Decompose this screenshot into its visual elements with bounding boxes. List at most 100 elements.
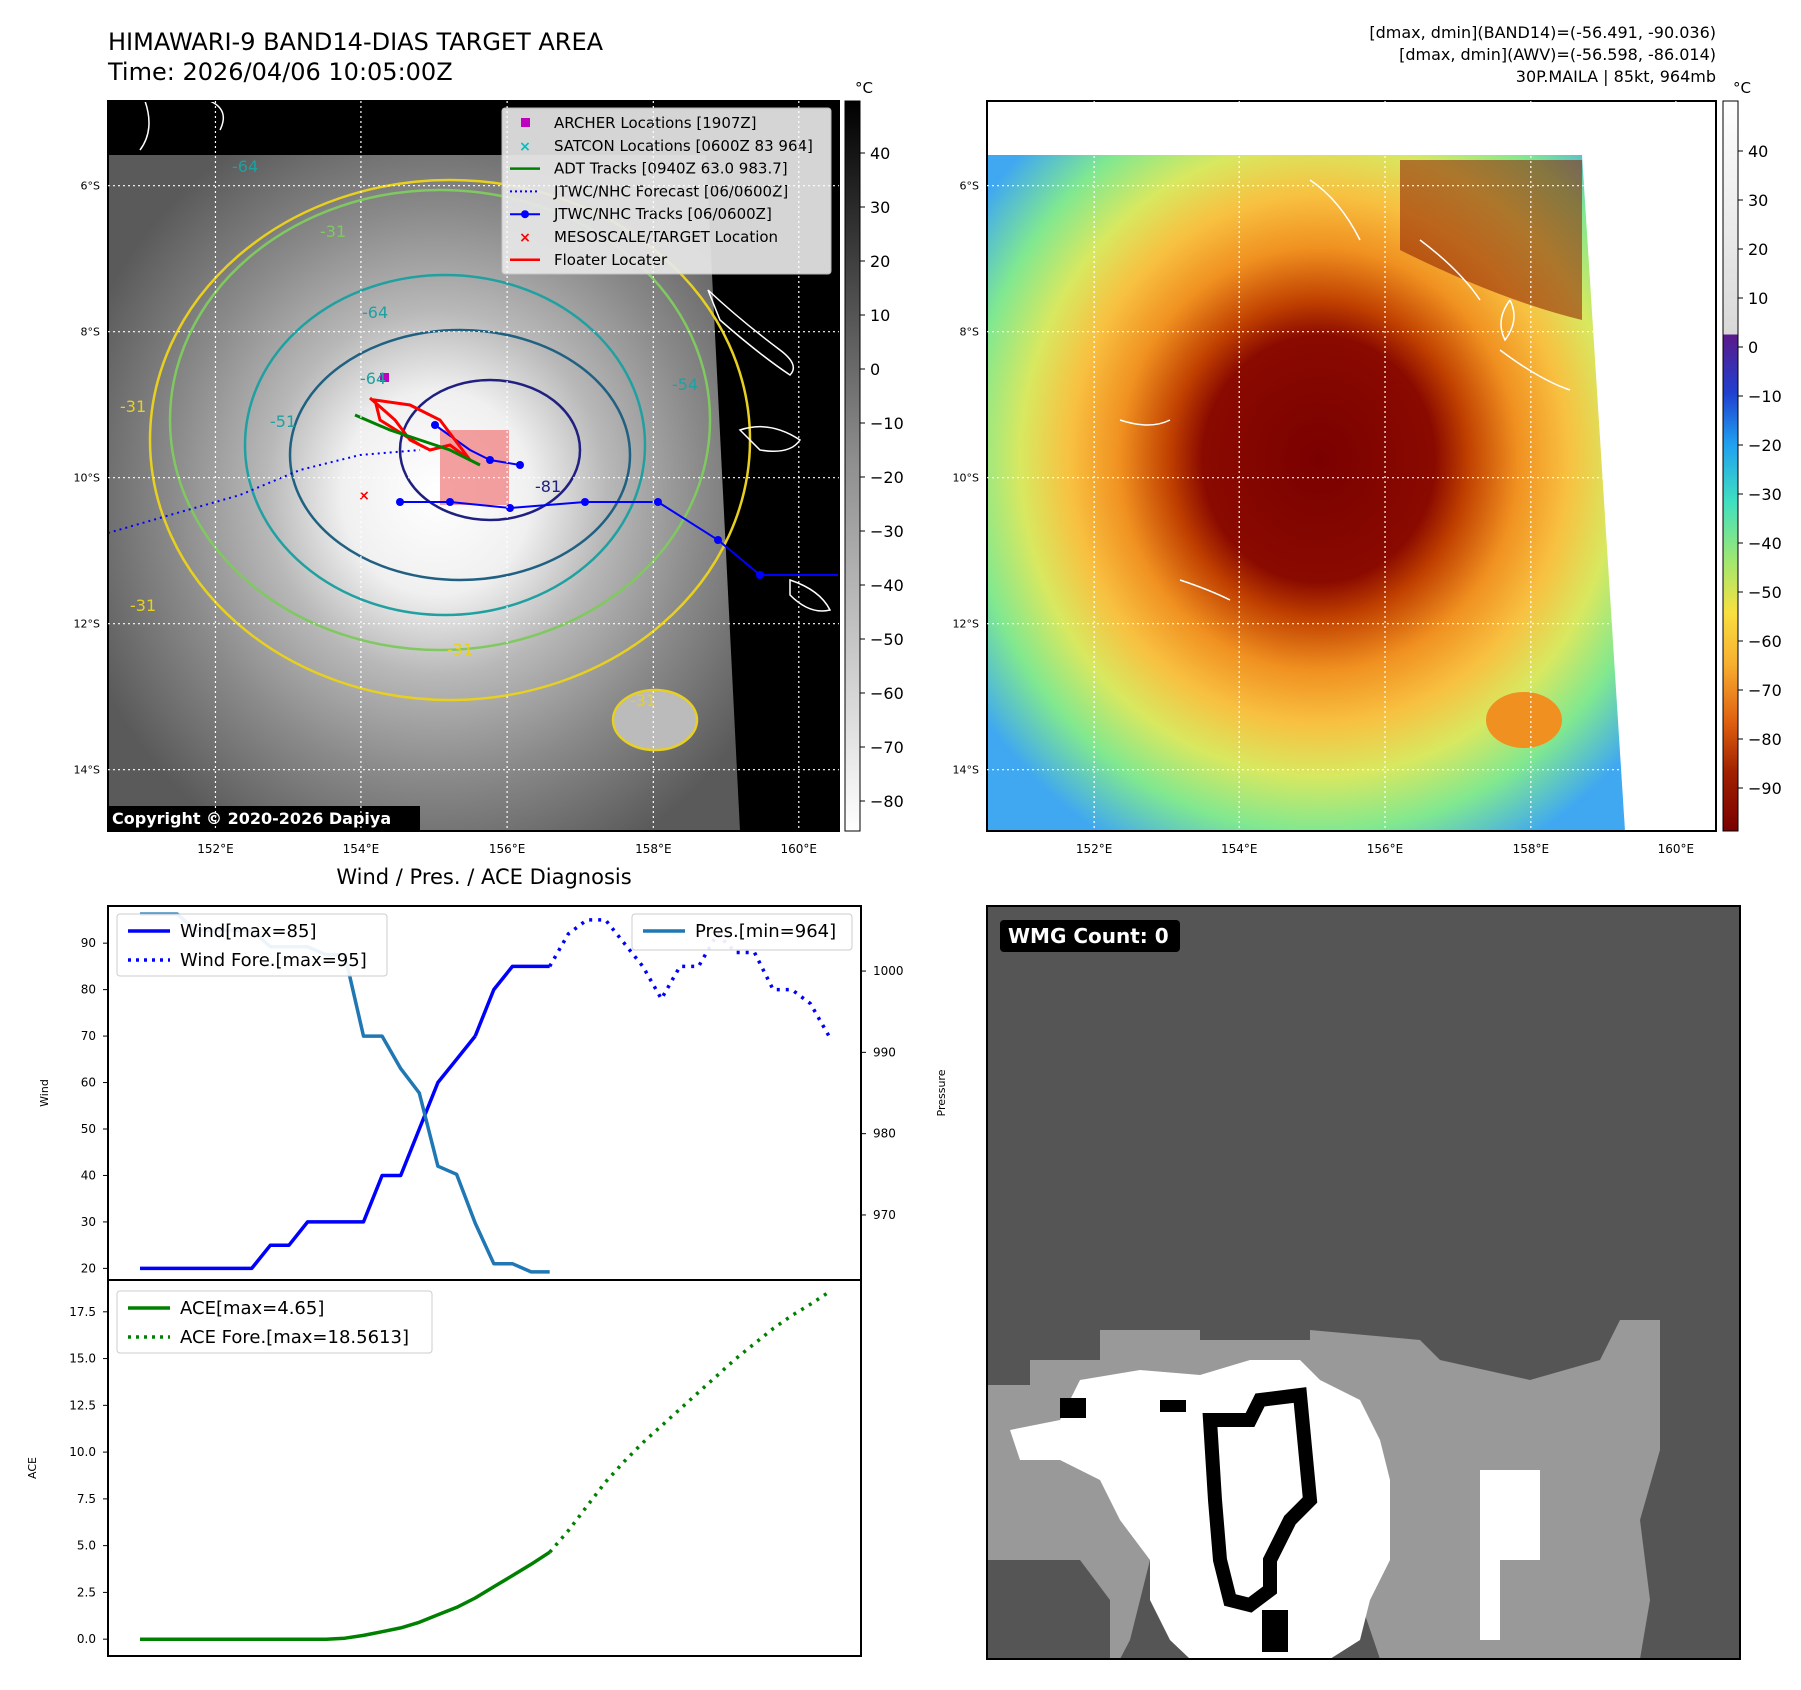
diag-title: Wind / Pres. / ACE Diagnosis — [336, 865, 631, 889]
colorbar-tick-label: −30 — [1748, 485, 1782, 504]
map-legend-label: MESOSCALE/TARGET Location — [554, 228, 778, 246]
lon-tick-label: 160°E — [781, 842, 818, 856]
map-legend-label: JTWC/NHC Tracks [06/0600Z] — [553, 205, 772, 223]
lat-tick-label: 14°S — [953, 764, 979, 777]
wmg-count-badge — [1000, 920, 1180, 952]
map-legend-label: Floater Locater — [554, 251, 668, 269]
lat-tick-label: 8°S — [960, 326, 979, 339]
lat-tick-label: 12°S — [953, 618, 979, 631]
contour-label: -64 — [360, 369, 386, 388]
wind-legend: Wind[max=85] Wind Fore.[max=95] — [116, 913, 388, 977]
wmg-panel: WMG Count: 0 — [986, 905, 1741, 1660]
contour-darkteal — [288, 328, 632, 582]
map-legend-label: ARCHER Locations [1907Z] — [554, 114, 757, 132]
map-legend-label: JTWC/NHC Forecast [06/0600Z] — [553, 182, 788, 200]
awv-colorbar-gradient — [1722, 100, 1739, 832]
wind-fore-legend-label: Wind Fore.[max=95] — [180, 950, 367, 971]
wind-legend-box — [116, 913, 388, 977]
wmg-frame — [986, 905, 1741, 1660]
map-legend-label: ADT Tracks [0940Z 63.0 983.7] — [554, 160, 788, 178]
info-line1: [dmax, dmin](BAND14)=(-56.491, -90.036) — [1369, 23, 1716, 42]
contour-label: -31 — [320, 222, 346, 241]
awv-colorbar: °C 40 30 20 10 0 −10 −20 −30 −40 −50 −60 −70 −80 −90 — [1722, 79, 1782, 832]
ir-colorbar: °C 40 30 20 10 0 −10 −20 −30 −40 −50 −60 −70 −80 — [844, 79, 904, 832]
ace-legend: ACE[max=4.65] ACE Fore.[max=18.5613] — [116, 1290, 433, 1354]
info-line3: 30P.MAILA | 85kt, 964mb — [1516, 67, 1716, 86]
lat-tick-label: 10°S — [74, 472, 100, 485]
ace-fore-legend-label: ACE Fore.[max=18.5613] — [180, 1327, 409, 1348]
lat-tick-label: 8°S — [81, 326, 100, 339]
y-tick-label: 12.5 — [69, 1398, 96, 1412]
awv-map-panel — [986, 100, 1717, 832]
ir-colorbar-unit: °C — [855, 79, 873, 97]
colorbar-tick-label: −70 — [870, 738, 904, 757]
colorbar-tick-label: 30 — [1748, 191, 1768, 210]
colorbar-tick-label: −60 — [1748, 632, 1782, 651]
y-tick-label: 70 — [81, 1029, 96, 1043]
lat-tick-label: 6°S — [81, 180, 100, 193]
awv-colorbar-unit: °C — [1733, 79, 1751, 97]
legend-dotline-dot — [521, 210, 529, 219]
ace-legend-box — [116, 1290, 433, 1354]
floater-box — [440, 430, 509, 505]
ir-colorbar-gradient — [844, 100, 861, 832]
legend-x-swatch: × — [519, 230, 531, 246]
y-tick-label: 10.0 — [69, 1445, 96, 1459]
contour-label: -54 — [672, 375, 698, 394]
adt-track — [354, 413, 481, 467]
lon-tick-label: 160°E — [1658, 842, 1695, 856]
jtwc-forecast — [108, 449, 421, 534]
colorbar-tick-label: 30 — [870, 198, 890, 217]
lon-tick-label: 154°E — [343, 842, 380, 856]
colorbar-tick-label: −50 — [870, 630, 904, 649]
pres-legend: Pres.[min=964] — [631, 913, 853, 951]
wind-axis-label: Wind — [38, 1079, 51, 1107]
y-tick-label: 7.5 — [77, 1492, 96, 1506]
y-tick-label: 30 — [81, 1215, 96, 1229]
wind-legend-label: Wind[max=85] — [180, 921, 317, 942]
lon-tick-label: 152°E — [197, 842, 234, 856]
colorbar-tick-label: 0 — [1748, 338, 1758, 357]
coastline-ir — [139, 101, 832, 612]
lon-tick-label: 158°E — [1513, 842, 1550, 856]
colorbar-tick-label: −40 — [1748, 534, 1782, 553]
series-line-1 — [548, 1290, 830, 1554]
awv-island-cloud — [1486, 692, 1562, 748]
y-tick-label: 40 — [81, 1168, 96, 1182]
lat-tick-label: 12°S — [74, 618, 100, 631]
colorbar-tick-label: −50 — [1748, 583, 1782, 602]
colorbar-tick-label: −60 — [870, 684, 904, 703]
map-legend: ARCHER Locations [1907Z] × SATCON Location… — [501, 107, 832, 275]
colorbar-tick-label: −20 — [870, 468, 904, 487]
pres-legend-box — [631, 913, 853, 951]
y-tick-label: 17.5 — [69, 1305, 96, 1319]
colorbar-tick-label: −20 — [1748, 436, 1782, 455]
contour-label-group: -64 -31 -64 -31 -54 -64 -81 -31 -31 -31 … — [120, 157, 698, 710]
y2-tick-label: 990 — [873, 1045, 896, 1059]
contour-label: -31 — [630, 691, 656, 710]
colorbar-tick-label: −70 — [1748, 681, 1782, 700]
awv-northeast-cold — [1400, 160, 1582, 320]
y2-tick-label: 1000 — [873, 964, 904, 978]
wmg-black-patch — [1060, 1398, 1086, 1418]
legend-x-swatch: × — [519, 139, 531, 155]
figure-title-line1: HIMAWARI-9 BAND14-DIAS TARGET AREA — [108, 28, 604, 56]
y-tick-label: 90 — [81, 936, 96, 950]
contour-south-island — [611, 688, 699, 752]
lat-tick-label: 10°S — [953, 472, 979, 485]
contour-label: -81 — [535, 477, 561, 496]
y2-tick-label: 980 — [873, 1127, 896, 1141]
contour-label: -51 — [270, 412, 296, 431]
colorbar-tick-label: −80 — [1748, 730, 1782, 749]
colorbar-tick-label: 20 — [1748, 240, 1768, 259]
coastline-awv — [1119, 179, 1571, 601]
lat-tick-label: 14°S — [74, 764, 100, 777]
wmg-light-region — [1010, 1360, 1390, 1659]
lon-tick-label: 158°E — [635, 842, 672, 856]
colorbar-tick-label: −90 — [1748, 779, 1782, 798]
y-tick-label: 0.0 — [77, 1632, 96, 1646]
lon-tick-label: 156°E — [1367, 842, 1404, 856]
wmg-count-label: WMG Count: 0 — [1008, 924, 1169, 948]
y-tick-label: 50 — [81, 1122, 96, 1136]
awv-map-ticks: 152°E 154°E 156°E 158°E 160°E 6°S 8°S 10°S 12°S 1… — [953, 101, 1716, 856]
